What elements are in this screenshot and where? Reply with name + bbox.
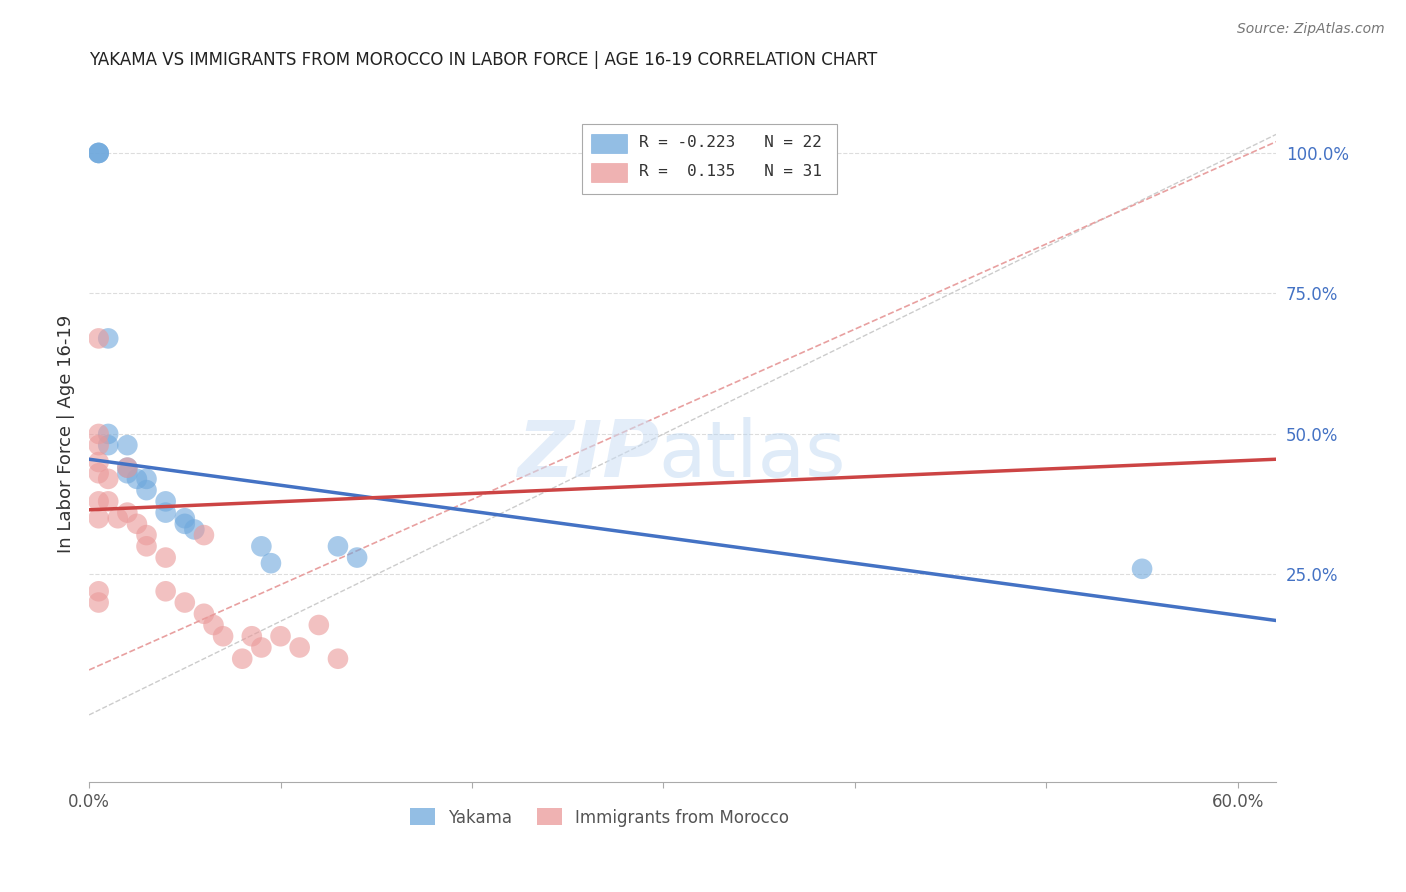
Y-axis label: In Labor Force | Age 16-19: In Labor Force | Age 16-19 (58, 315, 75, 553)
Point (87, 145, 110, 160)
Point (260, 556, 283, 570)
FancyBboxPatch shape (591, 163, 627, 182)
Point (117, 506, 139, 520)
Point (87, 584, 110, 599)
Point (173, 595, 195, 609)
Text: R = -0.223   N = 22: R = -0.223 N = 22 (638, 136, 821, 150)
Text: ZIP: ZIP (516, 417, 659, 493)
Point (250, 539, 273, 553)
Point (97, 438, 120, 452)
Point (87, 511, 110, 525)
Point (288, 640, 311, 655)
Point (117, 460, 139, 475)
Point (117, 438, 139, 452)
Text: YAKAMA VS IMMIGRANTS FROM MOROCCO IN LABOR FORCE | AGE 16-19 CORRELATION CHART: YAKAMA VS IMMIGRANTS FROM MOROCCO IN LAB… (89, 51, 877, 69)
Point (155, 584, 177, 599)
Point (173, 511, 195, 525)
Point (155, 494, 177, 508)
Point (87, 438, 110, 452)
Point (346, 550, 368, 565)
Point (173, 516, 195, 531)
Point (107, 511, 129, 525)
Point (193, 528, 215, 542)
Point (231, 651, 253, 665)
Point (125, 472, 148, 486)
Point (135, 528, 157, 542)
Point (135, 472, 157, 486)
Point (97, 472, 120, 486)
Point (87, 145, 110, 160)
Point (155, 550, 177, 565)
Point (250, 640, 273, 655)
Point (87, 145, 110, 160)
Point (308, 618, 330, 632)
FancyBboxPatch shape (582, 124, 837, 194)
Point (202, 618, 225, 632)
Point (117, 467, 139, 481)
Point (270, 629, 292, 643)
Legend: Yakama, Immigrants from Morocco: Yakama, Immigrants from Morocco (404, 802, 796, 833)
Point (87, 467, 110, 481)
Point (135, 539, 157, 553)
Point (117, 460, 139, 475)
Point (326, 651, 349, 665)
Point (326, 539, 349, 553)
Text: atlas: atlas (659, 417, 846, 493)
Point (97, 494, 120, 508)
Text: Source: ZipAtlas.com: Source: ZipAtlas.com (1237, 22, 1385, 37)
Point (87, 595, 110, 609)
Point (97, 426, 120, 441)
Point (135, 483, 157, 497)
Text: R =  0.135   N = 31: R = 0.135 N = 31 (638, 164, 821, 179)
FancyBboxPatch shape (591, 134, 627, 153)
Point (87, 331, 110, 345)
Point (183, 523, 205, 537)
Point (1130, 562, 1153, 576)
Point (155, 506, 177, 520)
Point (87, 426, 110, 441)
Point (97, 331, 120, 345)
Point (193, 607, 215, 621)
Point (125, 516, 148, 531)
Point (212, 629, 235, 643)
Point (87, 455, 110, 469)
Point (240, 629, 263, 643)
Point (87, 494, 110, 508)
